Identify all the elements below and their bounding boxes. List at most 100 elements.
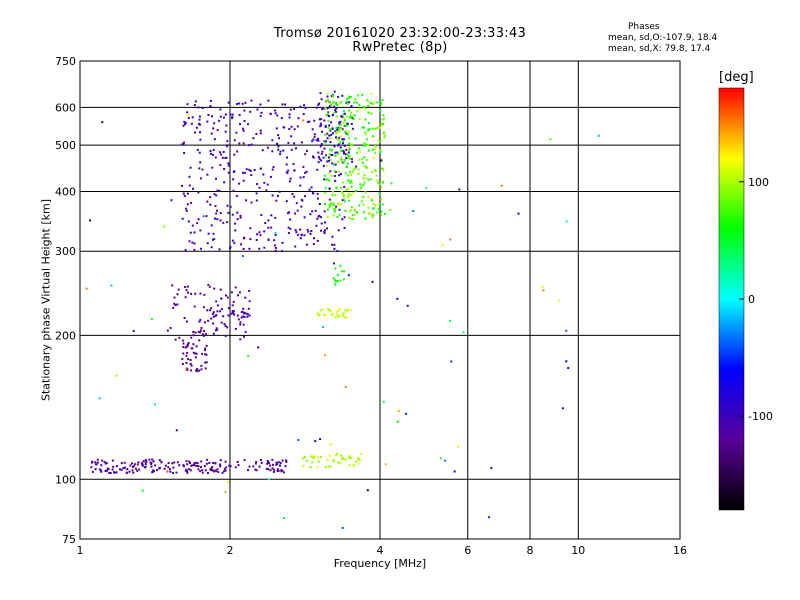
data-point <box>381 180 384 183</box>
data-point <box>160 461 163 464</box>
data-point <box>296 125 299 128</box>
data-point <box>218 248 221 251</box>
data-point <box>184 249 187 252</box>
data-point <box>352 192 355 195</box>
data-point <box>326 160 329 163</box>
data-point <box>346 188 349 191</box>
data-point <box>338 129 341 132</box>
data-point <box>237 294 239 297</box>
data-point <box>328 153 331 156</box>
data-point <box>337 461 340 464</box>
data-point <box>337 315 340 318</box>
data-point <box>334 179 337 182</box>
data-point <box>182 464 185 467</box>
data-point <box>233 313 236 316</box>
data-point <box>181 217 184 220</box>
data-point <box>241 310 244 313</box>
data-point <box>271 467 274 470</box>
data-point <box>346 308 349 311</box>
data-point <box>341 192 344 195</box>
data-point <box>189 363 192 365</box>
data-point <box>357 172 360 175</box>
x-tick-label: 1 <box>77 544 84 557</box>
data-point <box>224 130 227 133</box>
data-point <box>326 216 329 219</box>
data-point <box>189 469 192 472</box>
data-point <box>333 145 336 148</box>
data-point <box>198 151 201 154</box>
data-point <box>339 186 342 189</box>
data-point <box>219 465 222 468</box>
data-point <box>304 107 307 109</box>
data-point <box>275 463 278 466</box>
data-point <box>197 191 200 194</box>
data-point <box>189 166 192 169</box>
data-point <box>216 468 219 471</box>
data-point <box>277 145 280 148</box>
data-point <box>242 307 245 310</box>
data-point <box>340 101 343 104</box>
phase-stats-o-mode: mean, sd,O:-107.9, 18.4 <box>608 33 718 43</box>
data-point <box>216 310 219 313</box>
data-point <box>296 209 299 212</box>
data-point <box>285 459 288 462</box>
data-point <box>565 220 568 223</box>
data-point <box>322 326 325 329</box>
data-point <box>200 247 203 250</box>
data-point <box>237 318 240 321</box>
data-point <box>210 317 213 320</box>
data-point <box>227 307 230 310</box>
data-point <box>242 248 245 250</box>
data-point <box>196 222 199 225</box>
data-point <box>390 182 393 185</box>
data-point <box>365 177 368 180</box>
data-point <box>269 469 272 472</box>
data-point <box>218 119 221 122</box>
data-point <box>184 286 187 288</box>
data-point <box>348 142 351 145</box>
data-point <box>191 224 194 227</box>
data-point <box>232 178 235 181</box>
data-point <box>242 142 245 145</box>
data-point <box>339 264 342 267</box>
data-point <box>364 217 367 220</box>
data-point <box>323 230 326 233</box>
data-point <box>166 329 169 332</box>
data-point <box>374 147 377 150</box>
data-point <box>278 137 280 140</box>
data-point <box>180 143 183 146</box>
data-point <box>223 470 226 473</box>
data-point <box>226 204 229 207</box>
data-point <box>271 150 274 153</box>
data-point <box>305 170 308 173</box>
data-point <box>222 315 225 318</box>
data-point <box>244 296 247 299</box>
data-point <box>249 238 252 241</box>
data-point <box>208 285 211 288</box>
x-tick-label: 10 <box>571 544 585 557</box>
data-point <box>332 459 335 461</box>
data-point <box>256 108 259 111</box>
data-point <box>367 129 369 132</box>
data-point <box>241 102 244 105</box>
data-point <box>348 170 351 173</box>
data-point <box>111 459 114 462</box>
data-point <box>221 471 224 474</box>
data-point <box>225 156 228 159</box>
data-point <box>348 464 351 467</box>
data-point <box>220 297 223 300</box>
data-point <box>173 461 176 464</box>
data-point <box>350 180 353 183</box>
data-point <box>358 462 361 465</box>
data-point <box>364 118 367 121</box>
data-point <box>243 316 246 319</box>
data-point <box>272 463 274 466</box>
data-point <box>206 458 209 461</box>
data-point <box>185 207 187 210</box>
data-point <box>567 367 570 369</box>
data-point <box>453 470 456 473</box>
y-tick-label: 75 <box>62 533 76 546</box>
data-point <box>327 465 330 468</box>
data-point <box>357 457 360 460</box>
data-point <box>190 336 193 339</box>
